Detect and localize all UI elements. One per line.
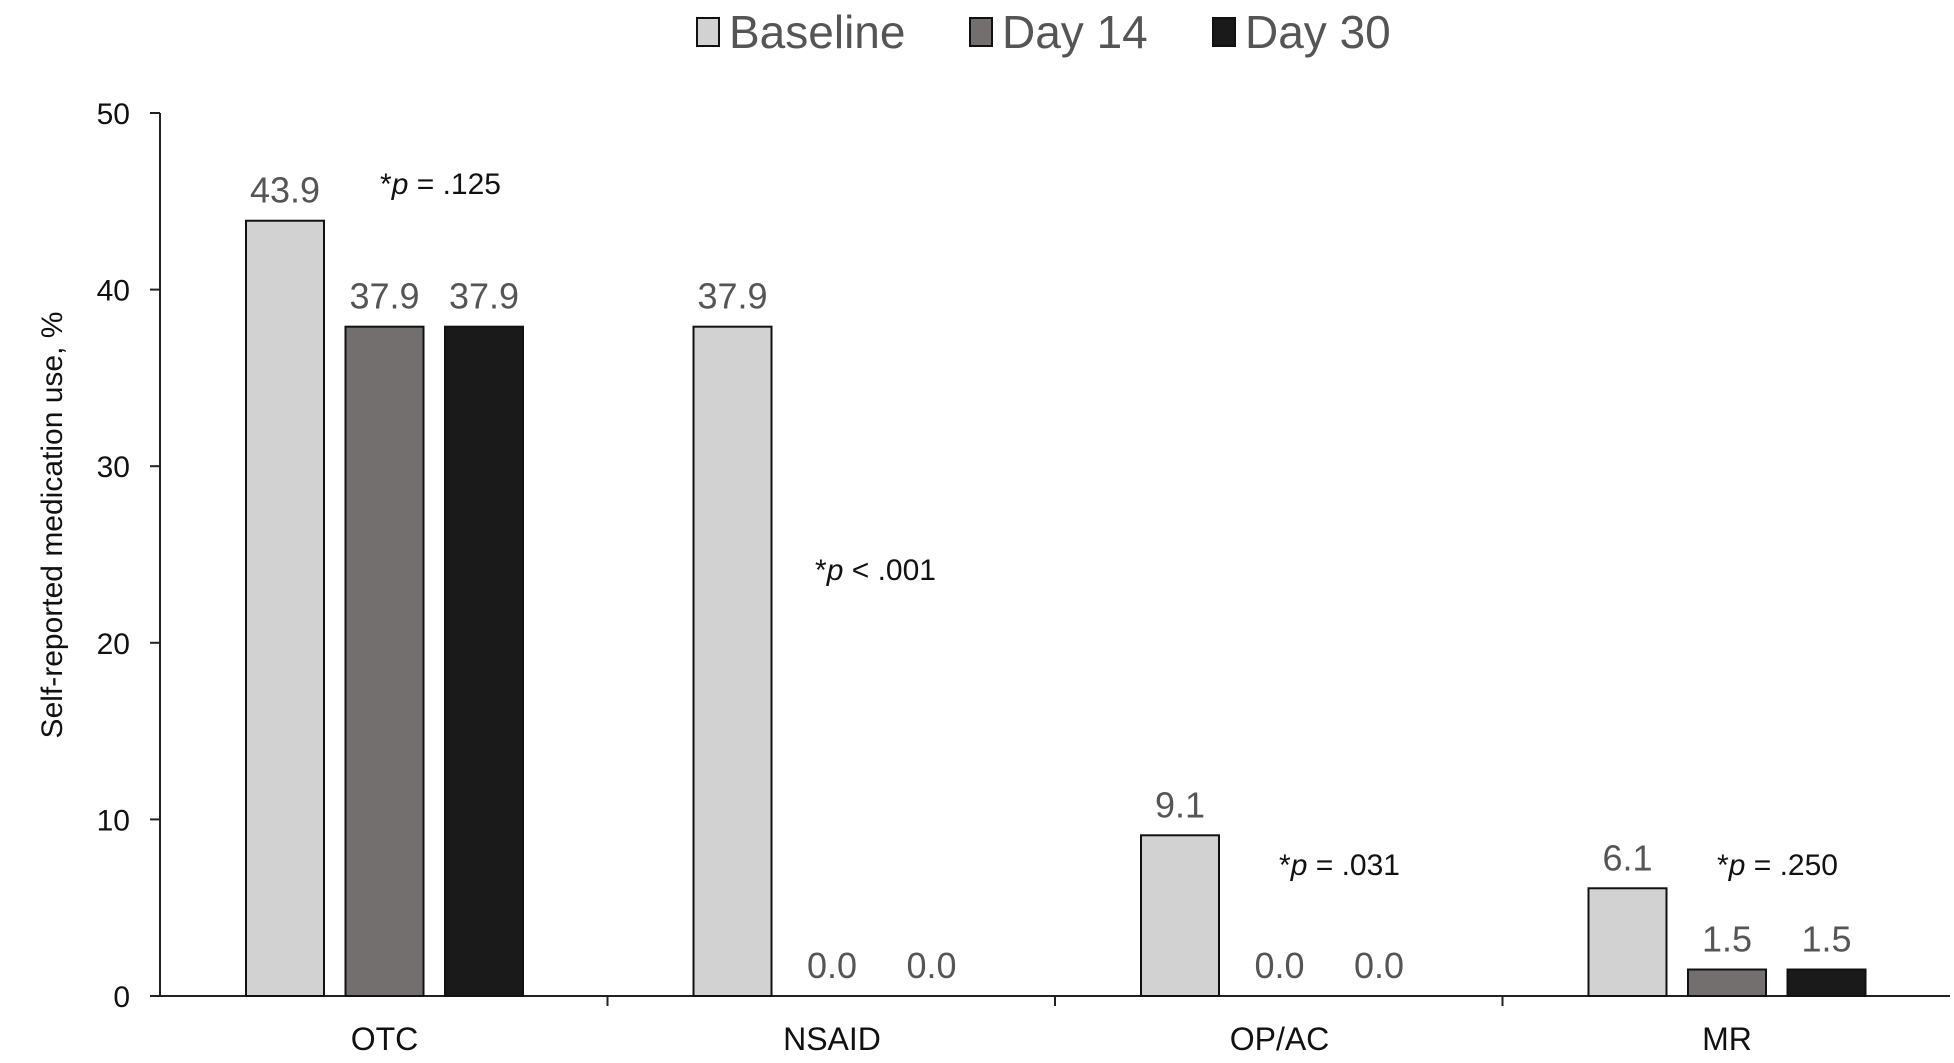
category-label: OTC (351, 1021, 419, 1057)
legend: Baseline Day 14 Day 30 (696, 6, 1391, 58)
y-axis-title: Self-reported medication use, % (36, 312, 69, 739)
bar (444, 325, 524, 998)
data-label: 0.0 (807, 945, 857, 986)
data-label: 6.1 (1602, 837, 1652, 878)
data-label: 1.5 (1801, 919, 1851, 960)
legend-swatch (696, 17, 720, 47)
legend-swatch (1212, 17, 1236, 47)
category-label: OP/AC (1230, 1021, 1330, 1057)
legend-label: Baseline (729, 6, 905, 58)
p-value-annotation: *p = .250 (1717, 849, 1838, 882)
y-tick-label: 20 (97, 628, 130, 661)
legend-label: Day 30 (1245, 6, 1391, 58)
data-label: 0.0 (1354, 945, 1404, 986)
data-label: 1.5 (1702, 919, 1752, 960)
y-tick-label: 0 (113, 981, 130, 1014)
data-label: 37.9 (697, 276, 767, 317)
y-tick-label: 40 (97, 275, 130, 308)
category-label: NSAID (783, 1021, 881, 1057)
data-label: 0.0 (1254, 945, 1304, 986)
p-value-annotation: *p < .001 (815, 554, 936, 587)
data-label: 43.9 (250, 170, 320, 211)
legend-swatch (969, 17, 993, 47)
data-label: 9.1 (1155, 784, 1205, 825)
p-value-annotation: *p = .125 (380, 168, 501, 201)
y-tick-label: 50 (97, 98, 130, 131)
data-label: 37.9 (449, 276, 519, 317)
plot-area: 0 10 20 30 40 50 OTC 43.9 37.9 37.9 NSAID 37.9 0.0 0.… (97, 98, 1950, 1057)
bar (1140, 834, 1220, 997)
bar (344, 325, 425, 998)
legend-label: Day 14 (1002, 6, 1148, 58)
category-label: MR (1702, 1021, 1752, 1057)
bar (1786, 968, 1867, 998)
data-label: 37.9 (349, 276, 419, 317)
y-tick-label: 30 (97, 451, 130, 484)
bar (1587, 887, 1668, 997)
bar (1687, 968, 1767, 998)
p-value-annotation: *p = .031 (1279, 849, 1400, 882)
data-label: 0.0 (906, 945, 956, 986)
bar (692, 325, 773, 998)
bar (245, 219, 325, 997)
y-tick-label: 10 (97, 804, 130, 837)
